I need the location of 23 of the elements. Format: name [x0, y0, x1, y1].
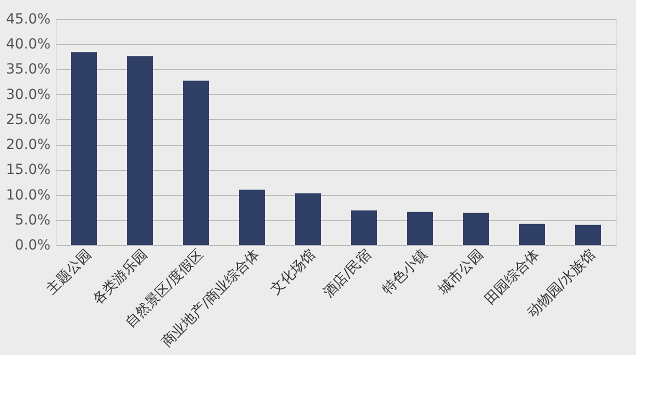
x-tick-label: 特色小镇	[380, 246, 431, 298]
bar	[519, 224, 545, 245]
bar	[463, 212, 489, 245]
bar	[351, 210, 377, 245]
y-tick-label: 25.0%	[6, 112, 50, 128]
bar	[407, 212, 433, 245]
bar	[295, 193, 321, 245]
y-tick-label: 5.0%	[14, 212, 50, 228]
y-tick-label: 0.0%	[14, 238, 50, 254]
bar	[127, 56, 153, 245]
y-tick-label: 15.0%	[6, 162, 50, 178]
bar	[575, 224, 601, 245]
y-tick-label: 30.0%	[6, 86, 50, 103]
bar	[239, 190, 265, 245]
y-tick-label: 40.0%	[6, 36, 50, 53]
y-tick-label: 35.0%	[6, 62, 50, 78]
y-tick-label: 45.0%	[6, 12, 50, 28]
x-tick-label: 酒店/民宿	[320, 246, 375, 302]
y-tick-label: 20.0%	[6, 137, 50, 154]
x-tick-label: 文化场馆	[268, 246, 319, 298]
y-tick-label: 10.0%	[6, 187, 50, 204]
bar	[71, 52, 97, 245]
bar	[183, 80, 209, 245]
